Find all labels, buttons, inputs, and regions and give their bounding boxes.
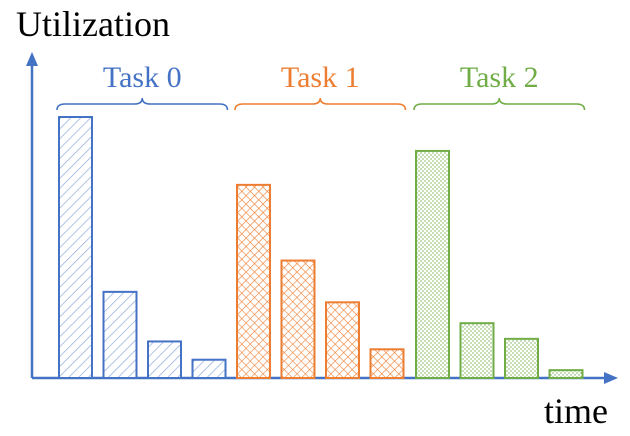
bar-task2-0 xyxy=(415,149,450,379)
bar-task1-0 xyxy=(236,183,271,379)
bar-task0-0 xyxy=(58,116,93,379)
bar-task0-2 xyxy=(147,340,182,379)
bar-task2-3 xyxy=(548,369,584,380)
bar-task0-3 xyxy=(191,358,227,380)
task-label-1: Task 1 xyxy=(281,61,360,94)
task-group-1: Task 1 xyxy=(234,61,407,380)
task-groups: Task 0 Task 1 Task 2 xyxy=(56,61,586,380)
task-group-2: Task 2 xyxy=(413,61,586,380)
x-axis-arrowhead xyxy=(604,372,618,384)
bar-task2-1 xyxy=(459,322,495,380)
y-axis-label: Utilization xyxy=(16,4,170,44)
bar-task0-1 xyxy=(102,290,138,379)
bar-task1-1 xyxy=(280,259,316,379)
task-brace-1 xyxy=(234,97,407,111)
x-axis-label: time xyxy=(544,391,608,431)
task-label-0: Task 0 xyxy=(103,61,182,94)
task-brace-2 xyxy=(413,97,586,111)
task-label-2: Task 2 xyxy=(460,61,539,94)
bar-task1-3 xyxy=(369,348,405,380)
y-axis-arrowhead xyxy=(26,52,38,66)
task-group-0: Task 0 xyxy=(56,61,229,380)
task-brace-0 xyxy=(56,97,229,111)
bar-task1-2 xyxy=(325,301,360,379)
bar-task2-2 xyxy=(504,337,539,380)
